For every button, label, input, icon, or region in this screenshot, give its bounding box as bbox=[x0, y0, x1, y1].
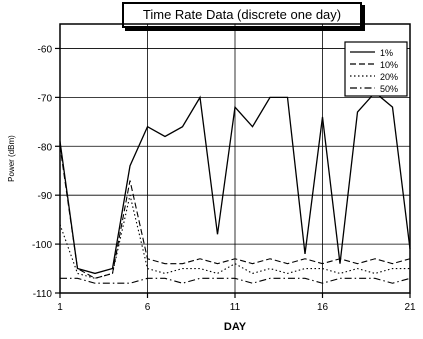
series-line-dashed bbox=[59, 146, 411, 279]
x-tick-label: 11 bbox=[230, 302, 241, 313]
legend-label: 50% bbox=[380, 84, 398, 94]
x-tick-label: 21 bbox=[404, 302, 416, 313]
y-tick-label: -60 bbox=[38, 44, 53, 55]
axes: 1 6 11 16 21-60-70-80-90-100-110 bbox=[32, 44, 416, 313]
x-tick-label: 16 bbox=[317, 302, 329, 313]
x-axis-label: DAY bbox=[224, 321, 247, 333]
y-axis-label: Power (dBm) bbox=[7, 135, 16, 182]
legend-label: 1% bbox=[380, 48, 393, 58]
y-tick-label: -70 bbox=[38, 93, 53, 104]
series-line-dashdot bbox=[60, 277, 411, 284]
legend-label: 20% bbox=[380, 72, 398, 82]
series-layer bbox=[59, 91, 411, 284]
legend: 1% 10% 20% 50% bbox=[344, 41, 408, 97]
legend-label: 10% bbox=[380, 60, 398, 70]
series-line-solid bbox=[59, 91, 411, 275]
y-tick-label: -90 bbox=[38, 191, 53, 202]
y-tick-label: -110 bbox=[33, 289, 53, 300]
x-tick-label: 6 bbox=[145, 302, 151, 313]
y-tick-label: -100 bbox=[32, 240, 52, 251]
legend-box bbox=[344, 41, 408, 97]
y-tick-label: -80 bbox=[38, 142, 53, 153]
x-tick-label: 1 bbox=[57, 302, 63, 313]
